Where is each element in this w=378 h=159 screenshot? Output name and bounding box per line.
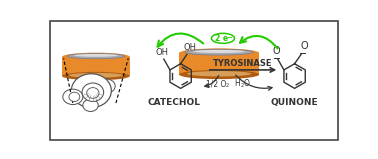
Text: O: O	[244, 79, 249, 88]
Text: H: H	[234, 79, 240, 88]
Text: TYROSINASE: TYROSINASE	[213, 59, 273, 68]
Text: OH: OH	[183, 43, 197, 52]
Polygon shape	[62, 57, 130, 76]
Text: 2: 2	[225, 83, 228, 88]
Text: −: −	[226, 35, 232, 41]
Ellipse shape	[185, 49, 253, 55]
Ellipse shape	[98, 79, 115, 93]
Text: O: O	[273, 46, 280, 56]
Ellipse shape	[193, 50, 245, 53]
Text: QUINONE: QUINONE	[271, 98, 318, 107]
Ellipse shape	[87, 88, 99, 98]
Text: OH: OH	[156, 48, 169, 57]
Text: 2: 2	[241, 83, 244, 88]
Ellipse shape	[82, 83, 104, 101]
Ellipse shape	[179, 70, 259, 79]
Polygon shape	[179, 53, 259, 75]
Ellipse shape	[69, 73, 123, 78]
Text: 1/2 O: 1/2 O	[206, 79, 226, 88]
Ellipse shape	[211, 33, 234, 43]
Ellipse shape	[63, 89, 83, 105]
Ellipse shape	[187, 71, 251, 76]
Ellipse shape	[69, 92, 80, 101]
Ellipse shape	[67, 54, 125, 59]
Ellipse shape	[74, 54, 118, 57]
Ellipse shape	[179, 48, 259, 58]
Ellipse shape	[83, 99, 98, 111]
Text: CATECHOL: CATECHOL	[148, 98, 201, 107]
Text: 2 e: 2 e	[215, 34, 228, 43]
Ellipse shape	[62, 53, 130, 61]
Text: O: O	[300, 41, 308, 51]
Ellipse shape	[62, 72, 130, 80]
Ellipse shape	[71, 74, 112, 108]
